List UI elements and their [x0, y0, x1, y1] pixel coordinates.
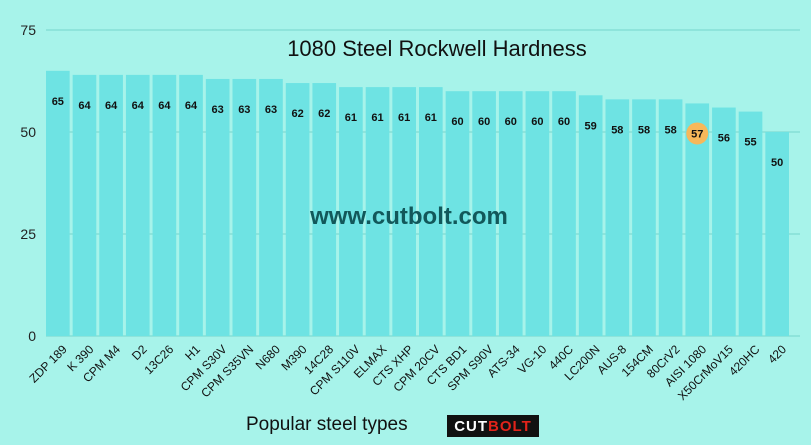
brand-bolt: BOLT: [488, 417, 532, 435]
value-label: 64: [105, 100, 118, 112]
value-label: 64: [132, 100, 145, 112]
value-label: 60: [505, 116, 517, 128]
value-label: 58: [664, 124, 676, 136]
bar: [658, 99, 683, 336]
value-label: 61: [345, 112, 357, 124]
category-label: N680: [253, 342, 283, 372]
bar: [578, 95, 603, 336]
value-label: 60: [451, 116, 463, 128]
watermark: www.cutbolt.com: [309, 203, 508, 230]
brand-logo: CUT BOLT: [447, 415, 539, 437]
bar: [632, 99, 656, 336]
bar: [125, 74, 150, 336]
value-label: 50: [771, 157, 783, 169]
value-label: 63: [212, 104, 224, 116]
bar-series: [46, 70, 789, 337]
value-label: 61: [425, 112, 437, 124]
category-label: 420: [765, 342, 789, 366]
category-label: 13C26: [141, 342, 176, 377]
bar: [605, 99, 630, 336]
brand-cut: CUT: [454, 417, 489, 435]
bar: [365, 87, 390, 337]
bar: [498, 91, 523, 336]
category-label: ZDP 189: [27, 342, 70, 385]
category-label: 420HC: [726, 342, 763, 379]
value-labels: 65 64 64 64 64 64 63 63 63 62 62 61 61 61 61 60 60 60 60 60…: [52, 96, 784, 169]
bar: [472, 91, 496, 336]
bar: [685, 103, 710, 336]
bar: [72, 74, 97, 336]
bar: [738, 111, 763, 336]
value-label: 64: [78, 100, 91, 112]
bar: [312, 83, 337, 336]
bar: [259, 78, 283, 337]
bar: [179, 74, 203, 336]
bar: [339, 87, 363, 337]
value-label: 60: [531, 116, 543, 128]
bar: [232, 78, 257, 337]
y-tick-label: 25: [20, 226, 36, 242]
bar: [525, 91, 550, 336]
value-label: 64: [185, 100, 198, 112]
value-label: 64: [158, 100, 171, 112]
category-label: H1: [182, 342, 203, 363]
bar: [205, 78, 230, 337]
value-label: 58: [638, 124, 650, 136]
value-label: 57: [691, 128, 703, 140]
bar: [152, 74, 177, 336]
value-label: 55: [744, 137, 756, 149]
y-tick-label: 75: [20, 22, 36, 38]
value-label: 61: [371, 112, 383, 124]
y-tick-label: 50: [20, 124, 36, 140]
y-tick-label: 0: [28, 328, 36, 344]
value-label: 65: [52, 96, 64, 108]
bar: [552, 91, 576, 336]
category-label: D2: [129, 342, 150, 363]
bar: [99, 74, 123, 336]
bar: [392, 87, 416, 337]
value-label: 58: [611, 124, 623, 136]
value-label: 56: [718, 133, 730, 145]
bar: [419, 87, 443, 337]
value-label: 63: [265, 104, 277, 116]
bar: [445, 91, 470, 336]
chart-title: 1080 Steel Rockwell Hardness: [287, 36, 587, 61]
value-label: 63: [238, 104, 250, 116]
bar: [285, 83, 310, 336]
value-label: 60: [478, 116, 490, 128]
y-axis-ticks: 0 25 50 75: [20, 22, 36, 344]
bar: [712, 107, 736, 337]
value-label: 62: [318, 108, 330, 120]
value-label: 60: [558, 116, 570, 128]
value-label: 59: [585, 120, 597, 132]
x-axis-label: Popular steel types: [246, 414, 408, 435]
highlight-marker: [686, 122, 709, 145]
bar: [46, 70, 70, 337]
value-label: 62: [291, 108, 303, 120]
value-label: 61: [398, 112, 410, 124]
bar: [765, 132, 789, 336]
category-label: VG-10: [515, 342, 550, 377]
